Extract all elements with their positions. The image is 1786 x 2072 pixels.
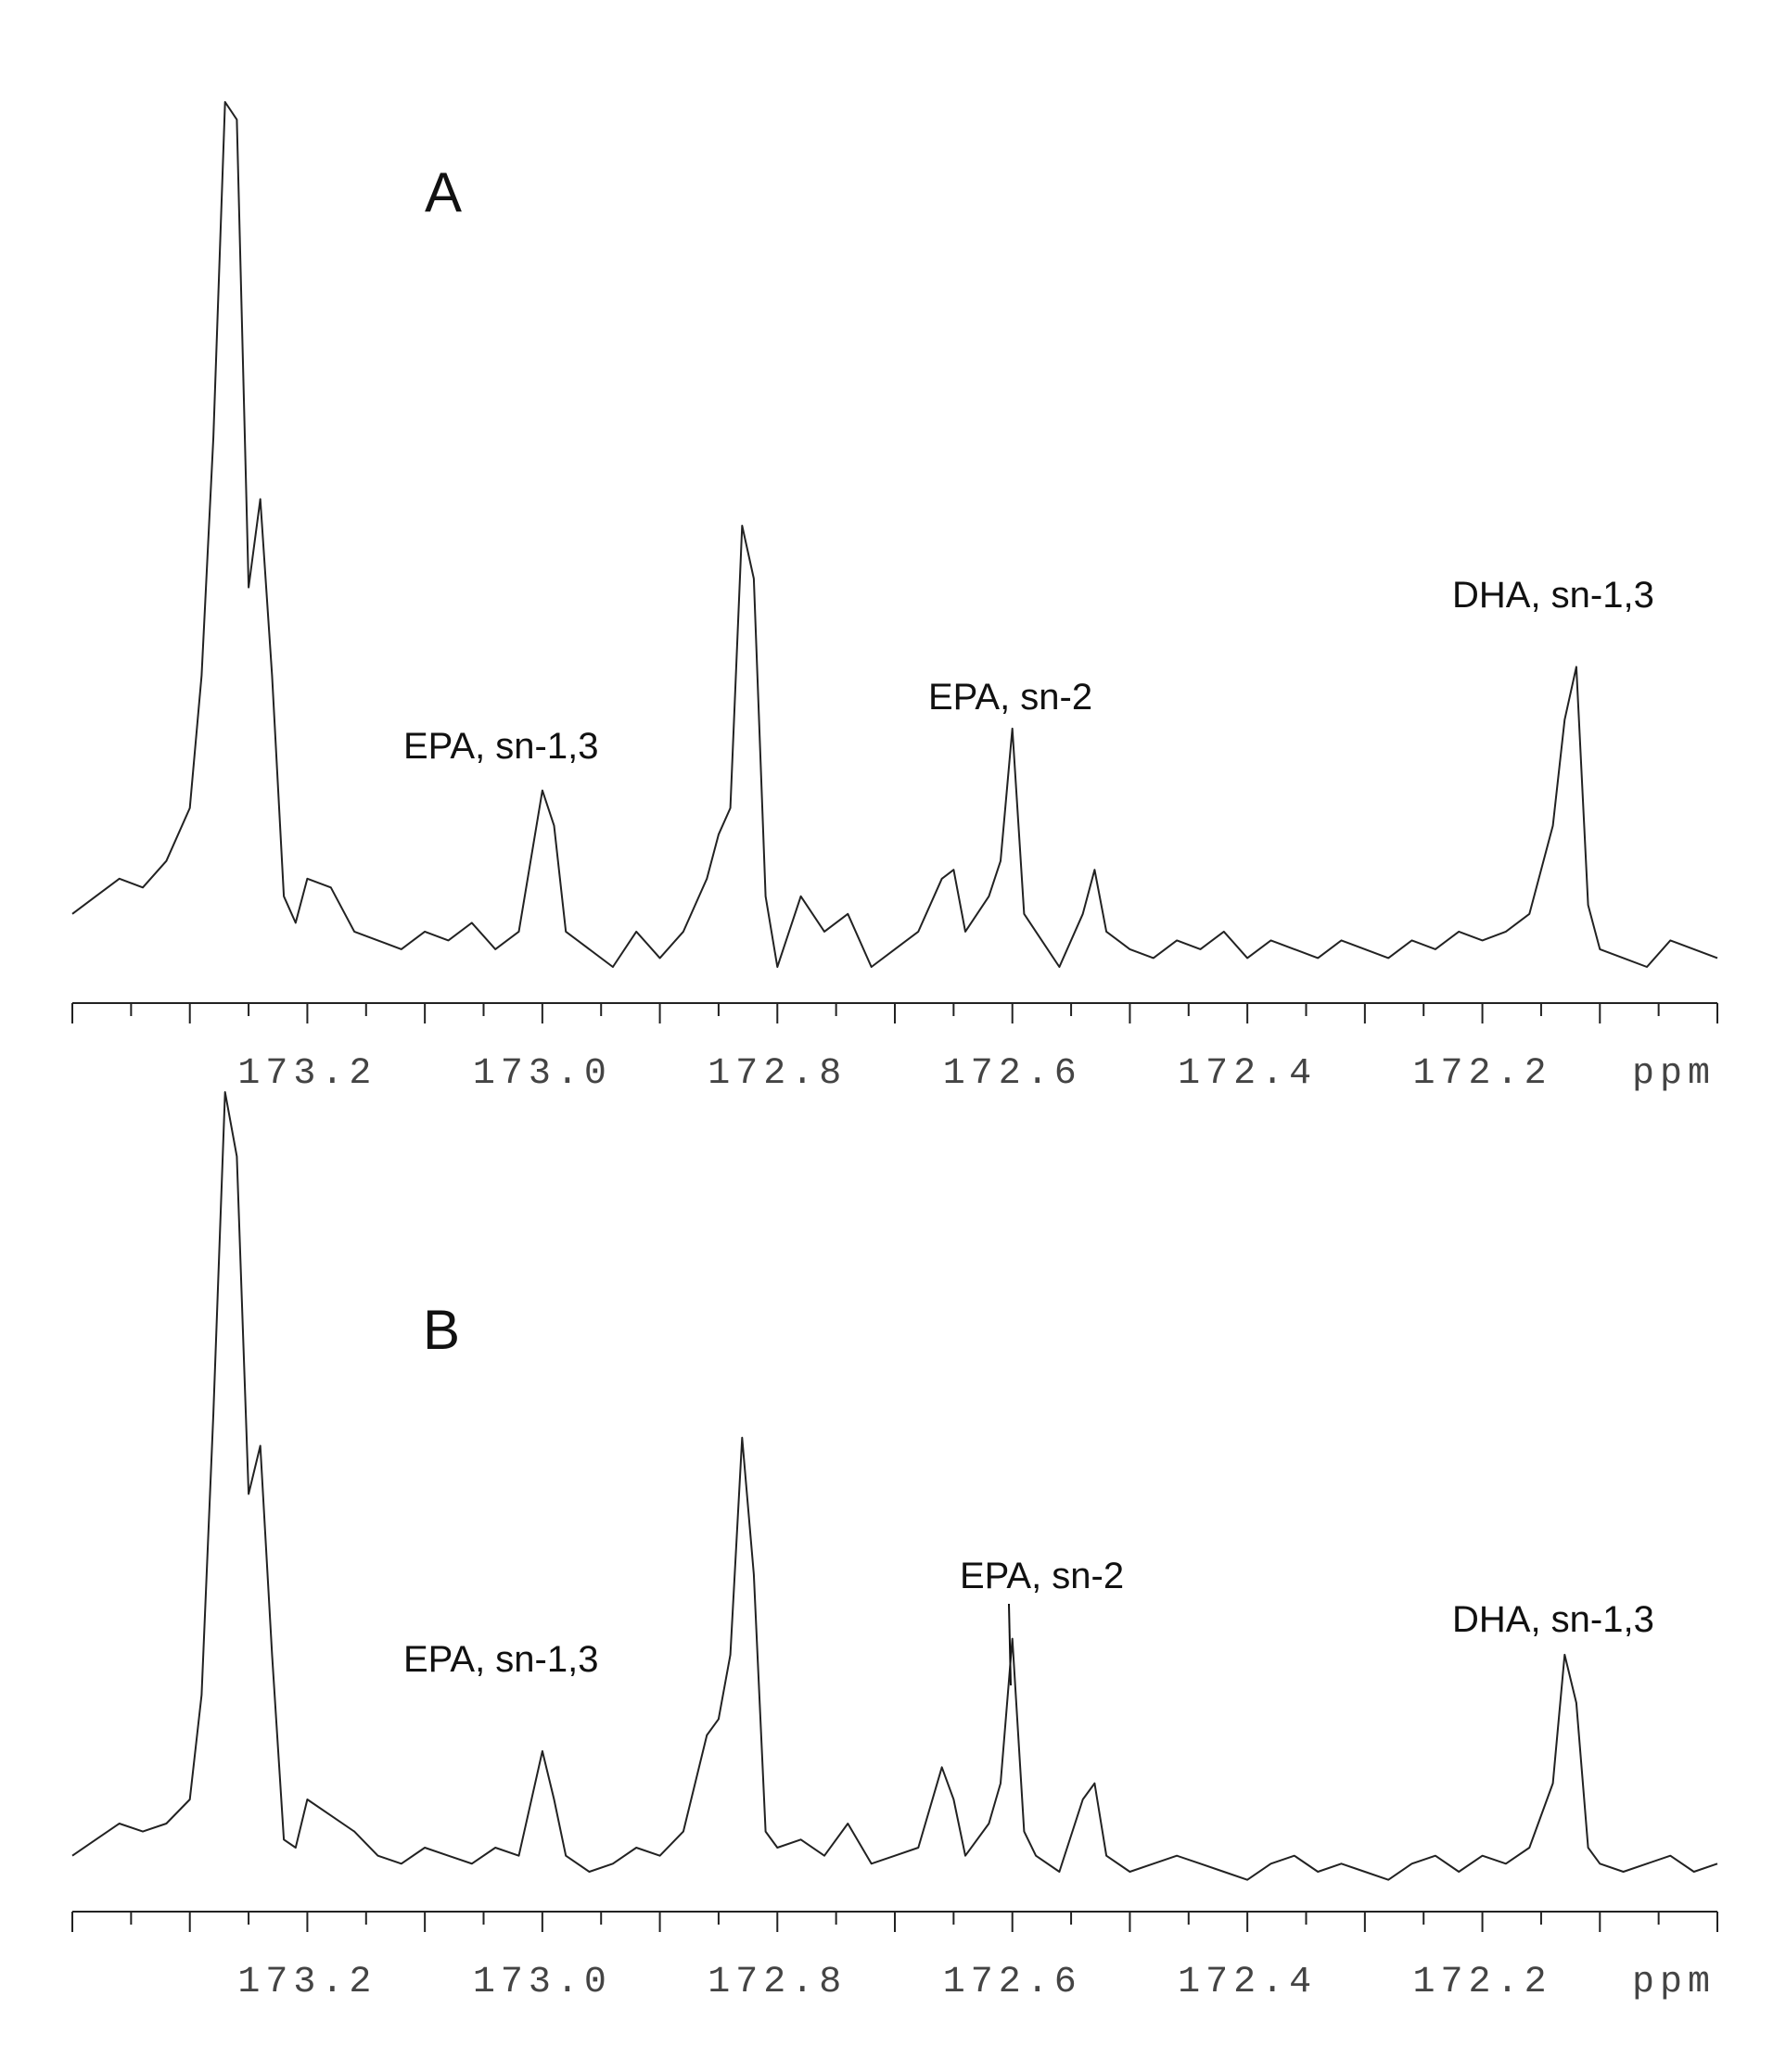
panel-b-spectrum-trace — [71, 1091, 1718, 1881]
panel-b-ticks: 173.2 173.0 172.8 172.6 172.4 172.2 — [71, 1912, 1718, 2003]
panel-b: B 173.2 173.0 172.8 172.6 172.4 172.2 ppm EPA… — [71, 1091, 1718, 2003]
tick-label: 172.6 — [943, 1962, 1082, 2003]
tick-label: 172.2 — [1413, 1053, 1552, 1095]
tick-label: 172.8 — [708, 1962, 847, 2003]
panel-b-epa-sn2-leader-line — [1008, 1603, 1012, 1686]
panel-a-label-epa-sn13: EPA, sn-1,3 — [403, 726, 598, 767]
tick-label: 172.2 — [1413, 1962, 1552, 2003]
panel-a-spectrum-trace — [71, 101, 1718, 968]
panel-b-label-epa-sn13: EPA, sn-1,3 — [403, 1639, 598, 1680]
tick-label: 172.8 — [708, 1053, 847, 1095]
panel-b-label-dha-sn13: DHA, sn-1,3 — [1452, 1599, 1654, 1640]
tick-label: 173.2 — [237, 1962, 376, 2003]
panel-b-letter: B — [423, 1299, 460, 1361]
tick-label: 173.0 — [473, 1053, 612, 1095]
panel-a: A 173.2 173.0 172.8 172.6 172.4 172.2 ppm EPA… — [71, 101, 1718, 1095]
tick-label: 172.4 — [1178, 1053, 1317, 1095]
panel-a-ticks: 173.2 173.0 172.8 172.6 172.4 172.2 — [71, 1003, 1718, 1095]
panel-b-label-epa-sn2: EPA, sn-2 — [960, 1556, 1124, 1596]
panel-a-label-dha-sn13: DHA, sn-1,3 — [1452, 575, 1654, 616]
panel-a-xaxis-unit: ppm — [1632, 1053, 1716, 1095]
tick-label: 173.2 — [237, 1053, 376, 1095]
tick-label: 172.4 — [1178, 1962, 1317, 2003]
panel-a-label-epa-sn2: EPA, sn-2 — [928, 677, 1092, 718]
panel-a-letter: A — [425, 161, 462, 223]
panel-b-xaxis-unit: ppm — [1632, 1962, 1716, 2003]
tick-label: 173.0 — [473, 1962, 612, 2003]
tick-label: 172.6 — [943, 1053, 1082, 1095]
